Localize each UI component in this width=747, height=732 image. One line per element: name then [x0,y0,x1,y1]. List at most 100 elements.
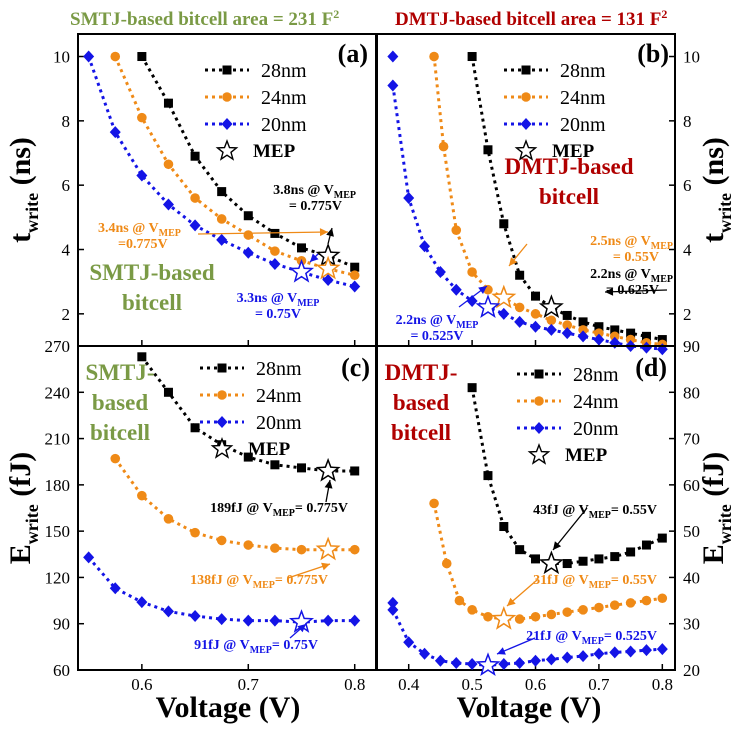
data-point-28nm [562,559,572,569]
data-point-24nm [609,600,620,610]
data-point-20nm [514,657,526,670]
data-point-20nm [577,650,589,663]
data-point-20nm [269,614,281,627]
annotation-sub: MEP [651,241,673,252]
y-tick-label: 80 [683,383,700,402]
mep-annotation: 3.8ns @ VMEP= 0.775V [273,183,356,245]
annotation-eq: = 0.775V [275,573,328,588]
y-tick-label: 6 [683,176,692,195]
y-tick-label: 120 [45,568,71,587]
data-point-24nm [641,595,652,606]
data-point-20nm [450,283,462,296]
bitcell-label: bitcell [391,420,451,445]
annotation-text: 43fJ @ VMEP= 0.55V [533,503,657,521]
series-20nm [387,603,668,672]
legend-entry-MEP: MEP [210,437,291,460]
bitcell-label: based [393,390,449,415]
data-point-28nm [610,325,620,335]
annotation-eq: = 0.75V [272,638,318,653]
annotation-text: 31fJ @ VMEP= 0.55V [533,573,657,591]
data-point-20nm [387,603,399,616]
legend-marker [521,92,531,102]
data-point-24nm [190,527,200,538]
data-point-20nm [656,643,668,656]
data-point-28nm [467,52,477,62]
data-point-28nm [499,522,509,532]
series-28nm [467,52,667,345]
mep-annotation: 138fJ @ VMEP= 0.775V [190,562,331,591]
data-point-24nm [467,267,477,277]
data-point-20nm [530,320,542,333]
data-point-20nm [242,614,254,627]
legend-entry-20nm: 20nm [517,418,619,440]
panel-frame [376,345,676,671]
legend-marker [216,416,228,428]
data-point-20nm [593,333,605,346]
panel-a: 2 4 6 8 10 twrite (ns) 28nm 24nm 20nm MEP (a) SMTJ-… [4,33,377,347]
data-point-20nm [322,614,334,627]
data-point-20nm [640,341,652,354]
y-tick-label: 240 [45,383,71,402]
x-tick-label: 0.5 [461,675,482,694]
data-point-28nm [641,331,651,341]
data-point-24nm [530,309,541,319]
annotation-value: 31fJ @ V [533,573,589,588]
mep-star [315,255,341,280]
legend-marker [533,422,545,434]
data-point-28nm [641,540,651,550]
data-point-24nm [349,544,360,555]
annotation-text-line2: = 0.75V [255,307,301,322]
annotation-arrow-head [326,228,334,237]
y-tick-label: 8 [62,112,71,131]
data-point-24nm [514,614,525,624]
x-tick-label: 0.4 [398,675,420,694]
legend-label: 24nm [560,87,606,109]
y-tick-label: 4 [683,241,692,260]
bitcell-label: bitcell [90,420,150,445]
annotation-value: 3.4ns @ V [98,221,159,236]
series-line-24nm [432,503,663,621]
mep-star [538,550,564,575]
header-left: SMTJ-based bitcell area = 231 F2 [70,7,339,30]
y-axis-label: Ewrite (fJ) [697,452,735,564]
header-right-sup: 2 [661,7,667,21]
y-tick-label: 210 [45,430,71,449]
legend-entry-MEP: MEP [514,139,595,162]
bitcell-label: SMTJ-based [89,260,214,285]
y-axis-label-unit: (ns) [4,137,37,193]
data-point-24nm [578,605,588,615]
annotation-arrow-head [297,624,306,633]
mep-star [475,294,501,319]
annotation-value: 2.5ns @ V [590,234,651,249]
panel-label: (a) [338,39,368,68]
data-point-24nm [483,611,493,622]
panel-frame [376,33,676,347]
annotation-sub: MEP [651,274,673,285]
legend-label: 28nm [560,60,606,82]
annotation-text: 2.5ns @ VMEP [590,234,673,252]
annotation-sub: MEP [273,508,295,519]
legend-label: 28nm [573,364,619,386]
data-point-20nm [162,198,174,211]
y-tick-label: 40 [683,568,700,587]
y-tick-label: 70 [683,430,700,449]
data-point-28nm [483,145,493,155]
data-point-28nm [297,243,306,253]
data-point-24nm [270,246,280,256]
legend-marker [217,390,227,400]
series-line-20nm [87,556,355,624]
y-axis-label-unit: (fJ) [4,452,37,504]
data-point-24nm [270,543,280,553]
annotation-text: 2.2ns @ VMEP [396,313,479,331]
data-point-20nm [216,233,228,246]
y-tick-label: 60 [53,661,70,680]
data-point-28nm [190,151,200,161]
data-point-20nm [434,266,446,279]
annotation-text-line2: = 0.55V [613,250,659,265]
annotation-arrow-head [321,562,330,571]
panel-label: (c) [341,353,370,382]
y-tick-label: 6 [62,176,71,195]
data-point-24nm [451,225,462,236]
data-point-20nm [322,274,334,287]
